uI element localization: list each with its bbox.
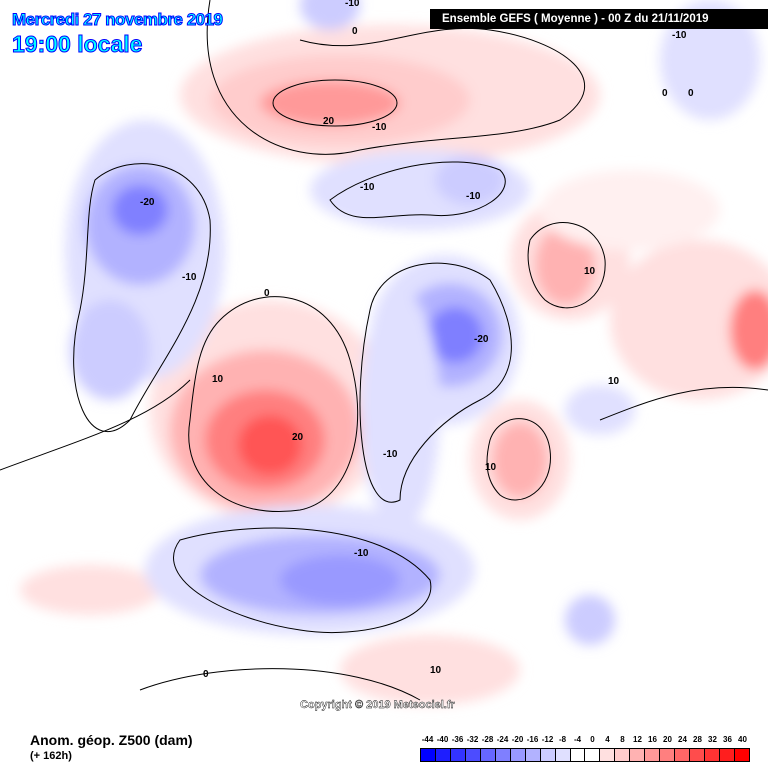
contour-label: 0 xyxy=(662,88,668,99)
forecast-time: 19:00 locale xyxy=(11,31,143,58)
contour-label: -10 xyxy=(345,0,360,9)
legend-label: -28 xyxy=(481,735,494,744)
legend-swatch xyxy=(690,749,706,761)
contour-label: -10 xyxy=(672,30,687,41)
model-run-banner: Ensemble GEFS ( Moyenne ) - 00 Z du 21/1… xyxy=(430,9,768,29)
legend-swatch xyxy=(600,749,616,761)
legend-label: -40 xyxy=(436,735,449,744)
legend-swatch xyxy=(510,749,526,761)
contour-label: 0 xyxy=(264,288,270,299)
contour-label: -20 xyxy=(140,197,155,208)
legend-label: -44 xyxy=(421,735,434,744)
contour-label: -20 xyxy=(474,334,489,345)
geopotential-anomaly-map: -10 0 -10 20 -10 0 0 -20 -10 -10 -10 10 … xyxy=(0,0,768,705)
legend-label: 0 xyxy=(590,735,595,744)
legend-label: 16 xyxy=(648,735,657,744)
legend-swatch xyxy=(675,749,691,761)
parameter-name: Anom. géop. Z500 (dam) xyxy=(30,732,193,748)
legend-swatch xyxy=(421,749,436,761)
legend-swatch xyxy=(720,749,736,761)
contour-label: -10 xyxy=(383,449,398,460)
contour-label: -10 xyxy=(360,182,375,193)
legend-label: 12 xyxy=(633,735,642,744)
legend-label: -8 xyxy=(558,735,567,744)
contour-label: 10 xyxy=(485,462,497,473)
contour-label: 10 xyxy=(212,374,224,385)
legend-swatch xyxy=(645,749,661,761)
legend-swatch xyxy=(615,749,631,761)
contour-label: -10 xyxy=(354,548,369,559)
legend-swatch xyxy=(525,749,541,761)
lead-time: (+ 162h) xyxy=(30,750,72,762)
legend-label: -32 xyxy=(466,735,479,744)
contour-label: 10 xyxy=(584,266,596,277)
contour-label: 10 xyxy=(608,376,620,387)
legend-swatch xyxy=(705,749,721,761)
legend-label: -4 xyxy=(573,735,582,744)
legend-label: 4 xyxy=(605,735,610,744)
contour-lines xyxy=(0,0,768,701)
legend-swatch xyxy=(435,749,451,761)
legend-labels: -44 -40 -36 -32 -28 -24 -20 -16 -12 -8 -4 0 4 8 12 16 20… xyxy=(420,735,750,746)
contour-label: 20 xyxy=(323,116,335,127)
contour-label: 10 xyxy=(430,665,442,676)
contour-label: -10 xyxy=(466,191,481,202)
legend-label: -36 xyxy=(451,735,464,744)
legend-swatch xyxy=(540,749,556,761)
legend-label: -24 xyxy=(496,735,509,744)
legend-label: 32 xyxy=(708,735,717,744)
legend-label: 20 xyxy=(663,735,672,744)
legend-swatch xyxy=(735,749,749,761)
legend-swatch xyxy=(630,749,646,761)
contour-label: 20 xyxy=(292,432,304,443)
legend-swatch xyxy=(450,749,466,761)
anomaly-fields xyxy=(20,0,768,705)
legend-label: -12 xyxy=(541,735,554,744)
legend-swatch xyxy=(465,749,481,761)
legend-label: 28 xyxy=(693,735,702,744)
legend-swatch xyxy=(660,749,676,761)
color-legend xyxy=(420,748,750,762)
legend-swatch xyxy=(495,749,511,761)
legend-label: -16 xyxy=(526,735,539,744)
contour-value-labels: -10 0 -10 20 -10 0 0 -20 -10 -10 -10 10 … xyxy=(140,0,694,680)
legend-swatch xyxy=(570,749,586,761)
contour-label: 0 xyxy=(688,88,694,99)
legend-label: 36 xyxy=(723,735,732,744)
contour-label: 0 xyxy=(203,669,209,680)
legend-label: 24 xyxy=(678,735,687,744)
legend-label: 8 xyxy=(620,735,625,744)
copyright: Copyright © 2019 Meteociel.fr xyxy=(300,699,455,711)
legend-swatch xyxy=(480,749,496,761)
contour-label: 0 xyxy=(352,26,358,37)
contour-label: -10 xyxy=(372,122,387,133)
legend-swatch xyxy=(555,749,571,761)
legend-label: 40 xyxy=(738,735,747,744)
legend-swatch xyxy=(585,749,601,761)
forecast-date: Mercredi 27 novembre 2019 xyxy=(12,10,224,30)
contour-label: -10 xyxy=(182,272,197,283)
legend-label: -20 xyxy=(511,735,524,744)
